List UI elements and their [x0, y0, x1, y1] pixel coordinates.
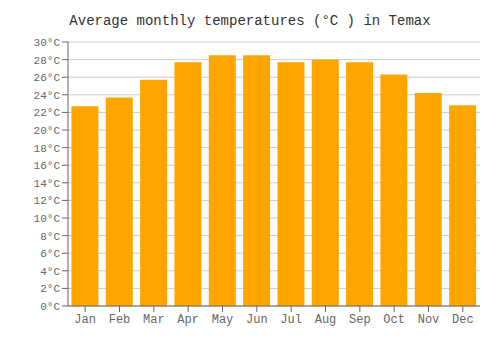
svg-text:Apr: Apr [177, 313, 199, 327]
svg-text:6°C: 6°C [40, 248, 60, 260]
svg-text:Oct: Oct [383, 313, 405, 327]
svg-text:20°C: 20°C [34, 125, 61, 137]
svg-text:12°C: 12°C [34, 195, 61, 207]
svg-text:Feb: Feb [109, 313, 131, 327]
svg-text:Jun: Jun [246, 313, 268, 327]
svg-text:0°C: 0°C [40, 301, 60, 313]
svg-text:14°C: 14°C [34, 178, 61, 190]
svg-text:18°C: 18°C [34, 143, 61, 155]
svg-text:26°C: 26°C [34, 72, 61, 84]
svg-text:Jul: Jul [280, 313, 302, 327]
svg-text:Mar: Mar [143, 313, 165, 327]
html-text:Average monthly temperatures (: Average monthly temperatures (°C ) in Te… [69, 13, 431, 29]
svg-text:2°C: 2°C [40, 283, 60, 295]
svg-text:10°C: 10°C [34, 213, 61, 225]
svg-text:24°C: 24°C [34, 90, 61, 102]
svg-text:Nov: Nov [418, 313, 440, 327]
svg-text:Dec: Dec [452, 313, 474, 327]
svg-text:30°C: 30°C [34, 37, 61, 49]
svg-text:May: May [212, 313, 234, 327]
svg-text:Sep: Sep [349, 313, 371, 327]
svg-text:28°C: 28°C [34, 55, 61, 67]
svg-text:22°C: 22°C [34, 107, 61, 119]
svg-text:4°C: 4°C [40, 266, 60, 278]
svg-text:Aug: Aug [315, 313, 337, 327]
svg-text:Jan: Jan [74, 313, 96, 327]
svg-text:16°C: 16°C [34, 160, 61, 172]
svg-text:8°C: 8°C [40, 231, 60, 243]
